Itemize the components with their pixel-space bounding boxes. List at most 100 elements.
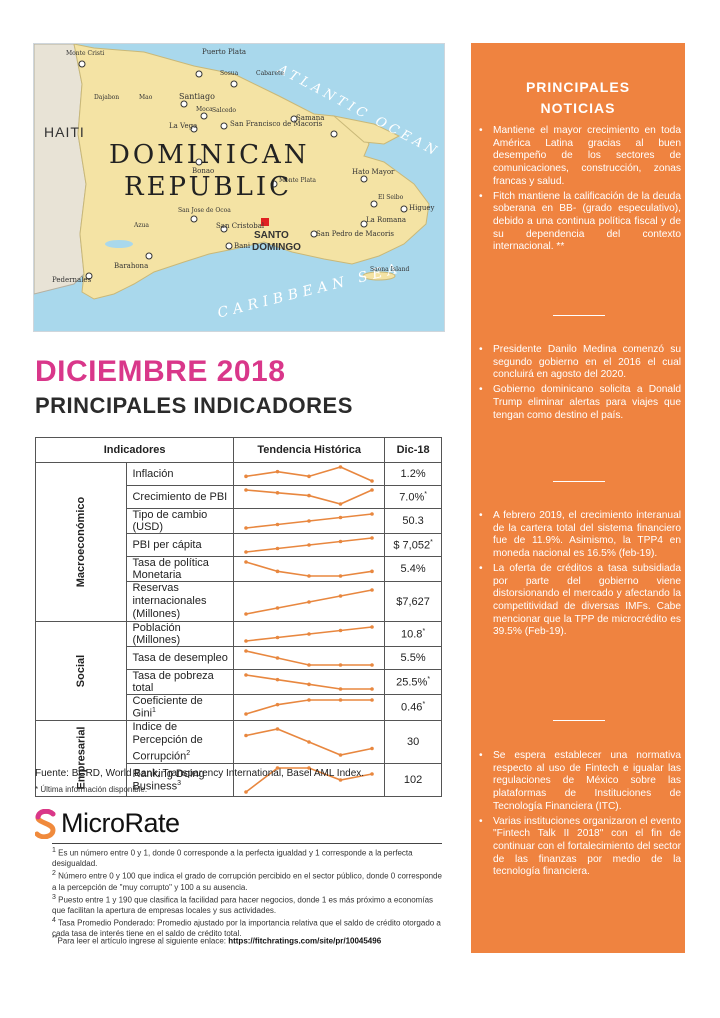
indicator-value: 25.5%* [384,669,442,695]
value-note-mark: * [430,538,433,546]
trend-point [370,569,374,574]
news-title-line-1: PRINCIPALES [525,79,631,95]
table-header: Indicadores Tendencia Histórica Dic-18 [34,437,442,463]
map-city-5: Moca [196,106,213,113]
trend-cell [233,508,386,534]
indicator-name: Tasa de pobreza total [126,669,235,695]
trend-point [307,543,311,547]
trend-point [338,628,343,633]
indicator-name: Ranking Doing Business3 [126,763,235,798]
map-city-27: Mao [139,94,153,101]
map-city-12: Hato Mayor [352,168,395,176]
news-item: Fitch mantiene la calificación de la deu… [479,191,681,255]
value-text: 50.3 [402,515,424,527]
news-title-line-2: NOTICIAS [540,100,616,116]
trend-cell [233,719,386,765]
news-panel: PRINCIPALES NOTICIAS Mantiene el mayor cr… [471,43,685,953]
group-label: Macroeconómico [75,496,88,588]
value-text: 0.46 [401,701,423,714]
trend-point [275,766,280,771]
trend-sparkline [244,512,374,530]
indicator-value: 0.46* [384,694,442,721]
map-city-26: Dajabon [94,94,120,101]
trend-point [275,569,280,574]
trend-line [246,674,373,690]
footnote: 4 Tasa Promedio Ponderado: Promedio ajus… [52,916,442,939]
map-city-18: Bani [234,242,251,250]
footnotes: 1 Es un número entre 0 y 1, donde 0 corr… [52,843,442,940]
trend-sparkline [244,488,374,506]
value-text: 102 [403,774,423,787]
group-label: Empresarial [75,726,88,790]
article-link[interactable]: https://fitchratings.com/site/pr/1004549… [228,936,382,946]
section-divider [553,720,605,721]
footnote: 2 Número entre 0 y 100 que indica el gra… [52,869,442,892]
trend-point [307,740,311,744]
trend-point [244,712,248,717]
indicator-name: Tasa de desempleo [126,646,235,670]
trend-point [275,522,280,527]
value-note-mark: * [424,490,427,498]
header-value: Dic-18 [384,437,442,463]
trend-point [338,778,343,783]
indicator-value: 102 [384,763,442,798]
trend-point [244,550,248,554]
trend-line [245,699,373,716]
indicators-table: Indicadores Tendencia Histórica Dic-18 M… [34,437,442,798]
trend-sparkline [244,560,374,578]
trend-point [370,587,374,592]
trend-point [370,479,374,483]
name-line-1: Reservas internacionales [132,582,207,607]
trend-point [370,663,374,667]
map-city-8: San Francisco de Macoris [230,120,323,128]
map-city-0: Monte Cristi [66,50,105,57]
name-text: Coeficiente de Gini [132,695,203,720]
indicator-value: 1.2% [384,462,442,486]
trend-point [244,488,248,492]
indicator-name: Crecimiento de PBI [126,485,235,509]
logo-text: MicroRate [61,808,180,838]
report-month: DICIEMBRE 2018 [35,355,286,388]
trend-point [275,635,280,640]
map-city-30: Saona Island [370,266,410,273]
trend-point [244,639,248,643]
map-city-11: Monte Plata [279,177,317,184]
footnote-mark: 1 [152,707,156,714]
map-label-capital-2: DOMINGO [252,242,301,253]
report-title: PRINCIPALES INDICADORES [35,393,353,418]
value-text: 5.4% [400,563,426,575]
table-row: Crecimiento de PBI 7.0%* [36,485,442,509]
map-label-haiti: HAITI [44,124,85,140]
link-mark: ** [52,935,58,942]
map-city-21: San Pedro de Macoris [316,230,395,238]
indicator-value: 5.5% [384,646,442,670]
trend-sparkline [244,727,374,757]
section-divider [553,481,605,482]
article-link-note: **Para leer el artículo ingrese al sigui… [52,935,381,946]
map-city-1: Puerto Plata [202,48,247,56]
trend-point [307,682,311,687]
trend-point [244,649,248,653]
trend-cell [233,581,386,622]
indicator-value: 5.4% [384,556,442,582]
map-city-7: La Vega [169,122,198,130]
trend-point [307,493,311,498]
value-text: 1.2% [400,468,426,480]
map-city-17: San Cristobal [216,222,265,230]
microrate-logo-icon [35,808,56,839]
map-city-14: Higuey [409,204,435,212]
map-city-6: Salcedo [212,107,236,114]
name-text: Ranking Doing Business [132,767,205,793]
map-city-20: Pedernales [52,276,92,284]
footnote-text: Número entre 0 y 100 que indica el grado… [52,872,442,892]
value-text: 10.8 [401,628,423,641]
trend-point [275,727,280,731]
map-label-country-1: DOMINICAN [109,140,310,170]
trend-point [370,687,374,691]
table-row: Macroeconómico Inflación 1.2% [34,462,442,622]
trend-sparkline [244,649,374,667]
trend-point [275,605,280,610]
trend-point [307,766,311,771]
footnote-mark: 3 [177,779,182,787]
footnote-number: 1 [52,847,56,854]
